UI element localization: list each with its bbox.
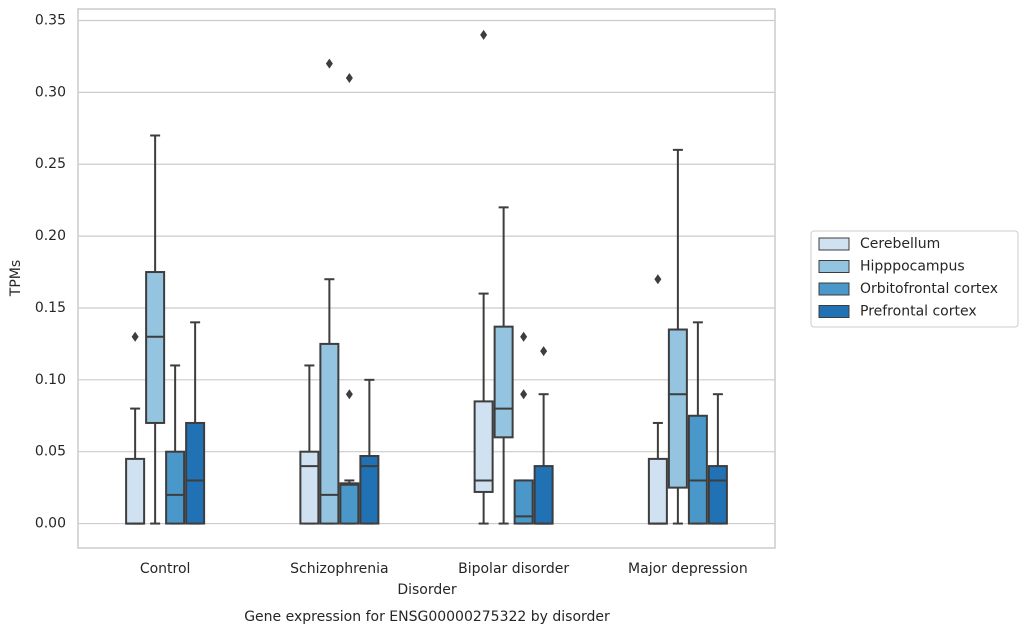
outlier (480, 29, 488, 40)
y-tick-label: 0.05 (35, 444, 66, 460)
outlier (325, 58, 333, 69)
outlier (540, 346, 548, 357)
y-tick-label: 0.15 (35, 300, 66, 316)
legend-label: Orbitofrontal cortex (860, 281, 998, 297)
y-tick-label: 0.30 (35, 84, 66, 100)
legend-label: Hipppocampus (860, 259, 965, 275)
legend-swatch (818, 260, 850, 273)
box (359, 455, 380, 525)
outlier (520, 331, 528, 342)
box (165, 450, 186, 525)
outlier (654, 274, 662, 285)
box (493, 325, 514, 439)
x-tick-label: Control (140, 561, 191, 577)
outlier (345, 72, 353, 83)
box (145, 271, 166, 424)
box (707, 465, 728, 525)
y-tick-label: 0.00 (35, 516, 66, 532)
x-tick-label: Schizophrenia (290, 561, 388, 577)
box (185, 421, 206, 525)
box (299, 450, 320, 525)
legend-swatch (818, 237, 850, 251)
box (473, 400, 494, 493)
x-tick-label: Bipolar disorder (458, 561, 569, 577)
box (667, 328, 688, 489)
chart-title: Gene expression for ENSG00000275322 by d… (244, 609, 610, 625)
legend-swatch (818, 305, 850, 318)
y-tick-label: 0.10 (35, 372, 66, 388)
y-axis-label: TPMs (8, 260, 24, 297)
box (647, 457, 668, 525)
outlier (520, 389, 528, 400)
legend-label: Prefrontal cortex (860, 304, 977, 320)
y-tick-label: 0.20 (35, 228, 66, 244)
legend-label: Cerebellum (860, 236, 940, 252)
box (319, 342, 340, 525)
legend-swatch (818, 282, 850, 296)
box (339, 482, 360, 525)
plot-frame (77, 8, 776, 549)
x-tick-label: Major depression (628, 561, 748, 577)
legend-frame (810, 230, 1019, 328)
box (687, 414, 708, 525)
outlier (345, 389, 353, 400)
outlier (131, 331, 139, 342)
y-tick-label: 0.25 (35, 156, 66, 172)
box (513, 479, 534, 525)
box (125, 457, 146, 525)
y-tick-label: 0.35 (35, 12, 66, 28)
box (533, 465, 554, 525)
x-axis-label: Disorder (397, 582, 457, 598)
